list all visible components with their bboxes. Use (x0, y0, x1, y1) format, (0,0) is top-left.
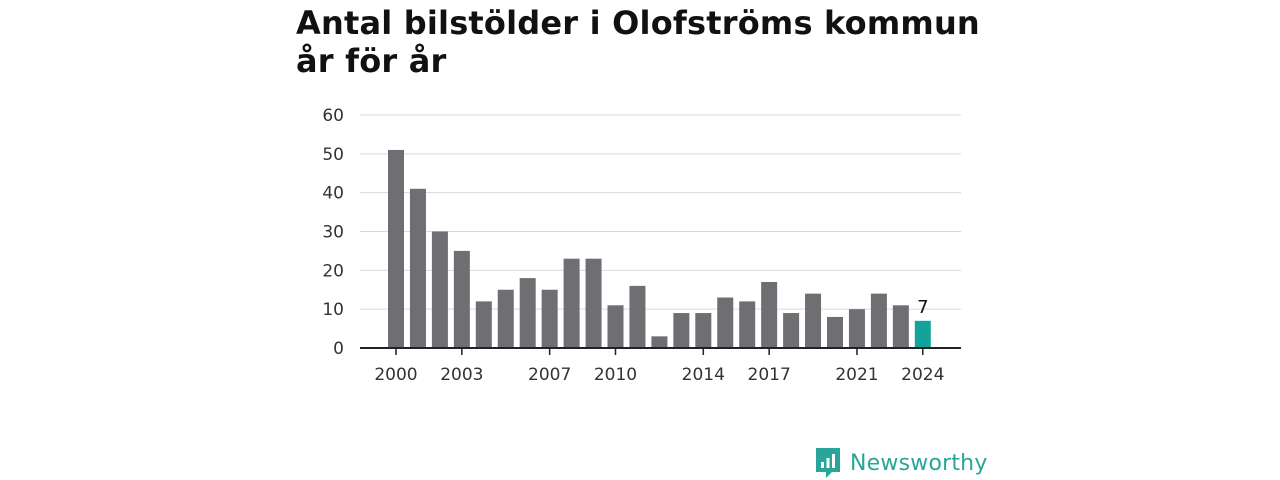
y-tick-label: 40 (322, 184, 344, 204)
bar (541, 289, 558, 348)
bar (585, 258, 602, 348)
bar (783, 313, 800, 348)
bar (651, 336, 668, 348)
y-tick-label: 0 (333, 339, 344, 359)
bar (629, 285, 646, 348)
x-tick-label: 2024 (901, 365, 944, 385)
newsworthy-logo-icon (816, 448, 840, 478)
bar (827, 316, 843, 348)
bars (388, 149, 931, 348)
x-tick-label: 2010 (594, 365, 637, 385)
bar (761, 281, 778, 348)
x-axis-ticks: 2000 2003 2007 2010 2014 2017 2021 2024 (374, 348, 944, 385)
bar (453, 250, 470, 348)
brand-name: Newsworthy (850, 450, 988, 476)
chart-title-line1: Antal bilstölder i Olofströms kommun (296, 4, 980, 42)
x-tick-label: 2017 (748, 365, 791, 385)
x-tick-label: 2021 (835, 365, 878, 385)
bar (739, 301, 756, 348)
bar (607, 305, 624, 348)
bar (717, 297, 734, 348)
newsworthy-brand: Newsworthy (814, 446, 988, 480)
bar (519, 278, 536, 348)
bar (695, 313, 712, 348)
bar (848, 309, 865, 348)
y-tick-label: 60 (322, 106, 344, 126)
y-tick-label: 20 (322, 261, 344, 281)
bar (497, 289, 514, 348)
y-tick-label: 50 (322, 145, 344, 165)
x-tick-label: 2014 (682, 365, 725, 385)
x-tick-label: 2003 (440, 365, 483, 385)
bar (892, 305, 909, 348)
bar (563, 258, 580, 348)
chart-title-line2: år för år (296, 42, 447, 80)
data-labels: 7 (917, 297, 928, 318)
chart-title: Antal bilstölder i Olofströms kommun år … (296, 4, 996, 80)
bar (409, 188, 426, 348)
bar (914, 320, 931, 348)
y-axis-ticks: 0 10 20 30 40 50 60 (322, 106, 344, 359)
bar (431, 231, 448, 348)
y-tick-label: 30 (322, 223, 344, 243)
x-tick-label: 2007 (528, 365, 571, 385)
bar (475, 301, 492, 348)
gridlines (360, 114, 961, 310)
bar (805, 293, 822, 348)
x-tick-label: 2000 (374, 365, 417, 385)
data-label: 7 (917, 297, 928, 318)
bar (870, 293, 887, 348)
bar (673, 313, 690, 348)
bar (388, 149, 404, 348)
y-tick-label: 10 (322, 300, 344, 320)
